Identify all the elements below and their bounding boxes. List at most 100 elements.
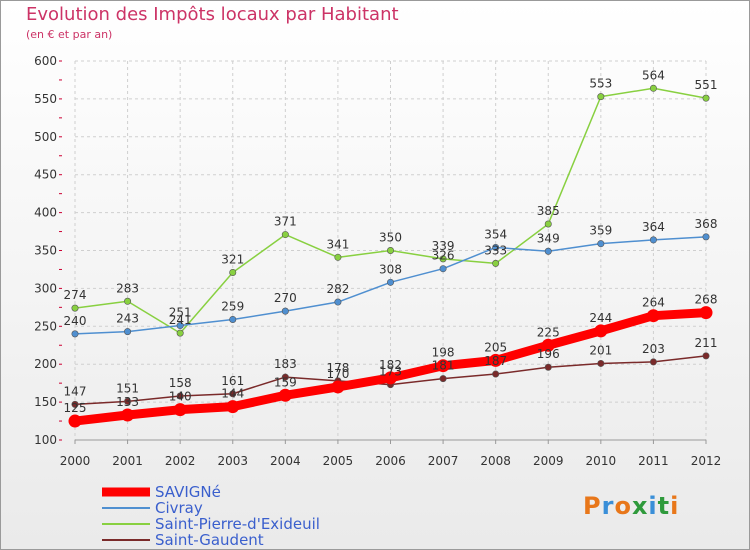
chart-title: Evolution des Impôts locaux par Habitant <box>26 4 399 25</box>
legend <box>102 487 150 541</box>
data-label: 173 <box>379 365 402 379</box>
legend-label: Saint-Gaudent <box>155 531 264 549</box>
data-point <box>702 94 710 102</box>
y-tick-label: 100 <box>34 433 57 447</box>
data-label: 341 <box>326 237 349 251</box>
data-point <box>544 247 552 255</box>
data-point <box>649 358 657 366</box>
data-label: 364 <box>642 220 665 234</box>
x-tick-label: 2011 <box>638 454 669 468</box>
data-point <box>281 307 289 315</box>
data-label: 144 <box>221 387 244 401</box>
data-point <box>71 330 79 338</box>
data-label: 553 <box>589 77 612 91</box>
data-point <box>226 400 240 414</box>
data-label: 368 <box>695 217 718 231</box>
data-label: 147 <box>64 384 87 398</box>
data-point <box>544 220 552 228</box>
x-tick-label: 2012 <box>691 454 722 468</box>
data-label: 283 <box>116 281 139 295</box>
data-label: 151 <box>116 381 139 395</box>
data-point <box>649 84 657 92</box>
x-tick-label: 2003 <box>217 454 248 468</box>
legend-label: Saint-Pierre-d'Exideuil <box>155 515 320 533</box>
legend-label: SAVIGNé <box>155 483 221 501</box>
data-label: 350 <box>379 231 402 245</box>
data-point <box>544 363 552 371</box>
data-point <box>68 414 82 428</box>
data-point <box>229 268 237 276</box>
data-label: 359 <box>589 224 612 238</box>
data-label: 268 <box>695 293 718 307</box>
data-label: 339 <box>432 239 455 253</box>
proxiti-logo: Proxiti <box>583 492 679 520</box>
x-tick-label: 2001 <box>112 454 143 468</box>
data-label: 181 <box>432 359 455 373</box>
data-point <box>281 373 289 381</box>
data-label: 201 <box>589 343 612 357</box>
data-label: 282 <box>326 282 349 296</box>
data-label: 251 <box>169 306 192 320</box>
data-point <box>176 322 184 330</box>
data-point <box>597 359 605 367</box>
logo-letter: P <box>583 492 602 520</box>
data-point <box>702 233 710 241</box>
data-label: 187 <box>484 354 507 368</box>
data-point <box>334 298 342 306</box>
data-point <box>597 240 605 248</box>
data-label: 241 <box>169 313 192 327</box>
data-label: 308 <box>379 262 402 276</box>
data-label: 551 <box>695 78 718 92</box>
data-point <box>439 375 447 383</box>
data-point <box>331 380 345 394</box>
data-label: 354 <box>484 227 507 241</box>
y-tick-label: 400 <box>34 206 57 220</box>
data-point <box>176 392 184 400</box>
y-tick-label: 600 <box>34 54 57 68</box>
data-label: 333 <box>484 243 507 257</box>
data-point <box>229 315 237 323</box>
data-label: 183 <box>274 357 297 371</box>
data-point <box>439 265 447 273</box>
data-point <box>281 231 289 239</box>
data-point <box>124 397 132 405</box>
data-point <box>492 243 500 251</box>
data-label: 198 <box>432 346 455 360</box>
data-label: 182 <box>379 358 402 372</box>
data-label: 125 <box>64 401 87 415</box>
data-point <box>699 306 713 320</box>
data-label: 349 <box>537 231 560 245</box>
data-point <box>702 352 710 360</box>
data-label: 371 <box>274 215 297 229</box>
data-label: 133 <box>116 395 139 409</box>
x-tick-label: 2010 <box>586 454 617 468</box>
data-point <box>646 309 660 323</box>
data-point <box>176 329 184 337</box>
logo-letter: i <box>648 492 658 520</box>
data-point <box>386 247 394 255</box>
data-point <box>649 236 657 244</box>
data-point <box>173 403 187 417</box>
y-tick-label: 300 <box>34 281 57 295</box>
data-point <box>492 259 500 267</box>
data-point <box>334 253 342 261</box>
data-point <box>384 371 397 385</box>
data-label: 321 <box>221 252 244 266</box>
data-point <box>594 324 608 338</box>
data-point <box>71 304 79 312</box>
data-point <box>124 328 132 336</box>
data-point <box>492 370 500 378</box>
y-tick-label: 150 <box>34 395 57 409</box>
x-tick-label: 2002 <box>165 454 196 468</box>
logo-letter: t <box>657 492 671 520</box>
data-label: 244 <box>589 311 612 325</box>
x-tick-label: 2006 <box>375 454 406 468</box>
data-point <box>386 278 394 286</box>
data-label: 159 <box>274 375 297 389</box>
x-tick-label: 2008 <box>480 454 511 468</box>
x-tick-label: 2007 <box>428 454 459 468</box>
data-point <box>439 255 447 263</box>
data-point <box>436 359 450 373</box>
